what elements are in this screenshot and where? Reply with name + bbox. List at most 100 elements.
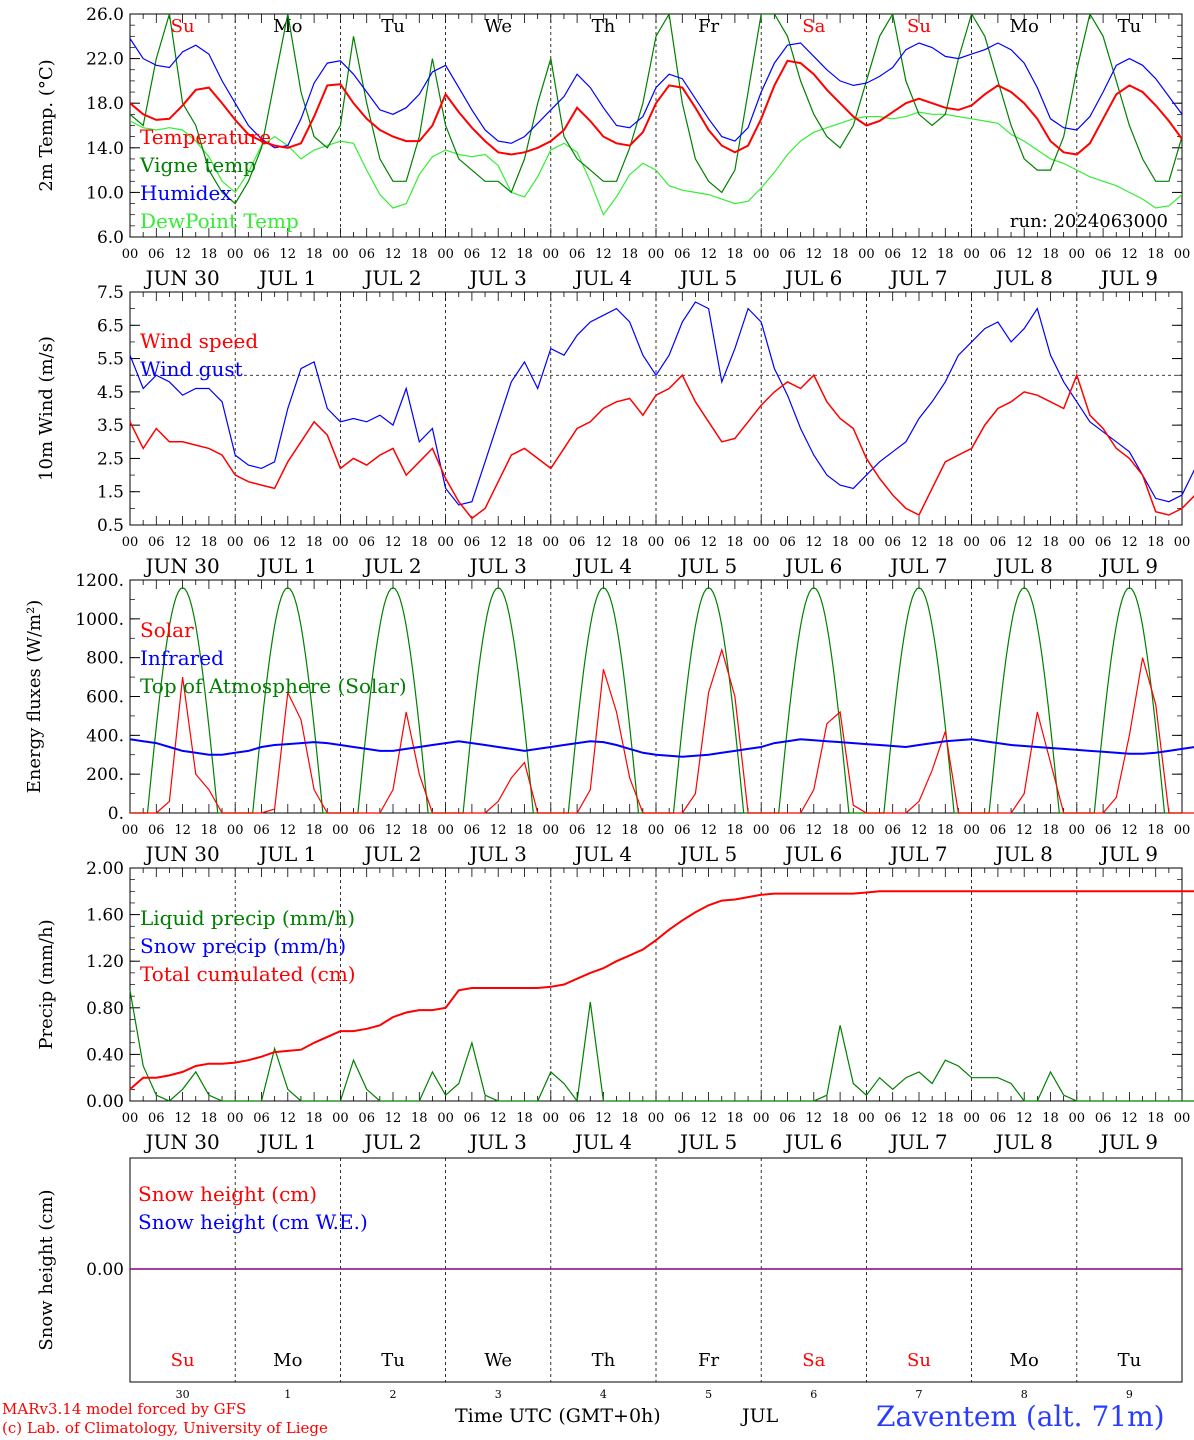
weekday-label: Th <box>592 1350 616 1371</box>
hour-label: 18 <box>201 1111 218 1126</box>
hour-label: 18 <box>306 247 323 262</box>
hour-label: 12 <box>911 823 928 838</box>
weekday-label: Tu <box>1118 1350 1142 1371</box>
day-number-label: 3 <box>495 1388 502 1401</box>
y-tick-label: 400. <box>86 726 124 746</box>
hour-label: 18 <box>201 247 218 262</box>
hour-label: 00 <box>753 535 770 550</box>
weekday-label: We <box>484 16 512 37</box>
day-label: JUL 1 <box>257 266 316 290</box>
hour-label: 00 <box>543 1111 560 1126</box>
hour-label: 00 <box>648 1111 665 1126</box>
hour-label: 18 <box>306 1111 323 1126</box>
weekday-label: Mo <box>1010 16 1039 37</box>
day-label: JUL 3 <box>468 842 527 866</box>
hour-label: 00 <box>122 823 139 838</box>
legend-entry: Temperature <box>140 125 271 149</box>
hour-label: 18 <box>832 823 849 838</box>
y-tick-label: 2.00 <box>86 859 124 879</box>
legend-entry: Vigne temp <box>139 153 256 177</box>
hour-label: 06 <box>779 247 796 262</box>
legend-entry: Infrared <box>140 646 224 670</box>
weekday-label: Sa <box>802 1350 825 1371</box>
hour-label: 18 <box>1147 823 1164 838</box>
hour-label: 06 <box>253 247 270 262</box>
hour-label: 12 <box>385 823 402 838</box>
hour-label: 12 <box>1121 247 1138 262</box>
hour-label: 12 <box>911 535 928 550</box>
day-label: JUN 30 <box>144 554 220 578</box>
hour-label: 18 <box>411 823 428 838</box>
legend-entry: Solar <box>140 618 194 642</box>
hour-label: 00 <box>1174 823 1191 838</box>
hour-label: 12 <box>280 1111 297 1126</box>
day-label: JUL 1 <box>257 842 316 866</box>
day-label: JUL 7 <box>888 842 947 866</box>
y-tick-label: 1000. <box>75 610 124 630</box>
hour-label: 18 <box>832 1111 849 1126</box>
hour-label: 18 <box>1042 247 1059 262</box>
series-line-total-cumulated <box>129 890 1194 1091</box>
hour-label: 06 <box>674 823 691 838</box>
hour-label: 00 <box>648 823 665 838</box>
series-line-humidex <box>130 38 1182 149</box>
hour-label: 06 <box>1095 247 1112 262</box>
day-label: JUL 1 <box>257 1130 316 1154</box>
day-label: JUL 9 <box>1099 842 1158 866</box>
hour-label: 06 <box>779 1111 796 1126</box>
hour-label: 18 <box>727 1111 744 1126</box>
hour-label: 00 <box>648 535 665 550</box>
y-tick-label: 6.0 <box>97 228 124 248</box>
hour-label: 18 <box>621 247 638 262</box>
hour-label: 12 <box>385 247 402 262</box>
hour-label: 06 <box>464 823 481 838</box>
y-tick-label: 1.20 <box>86 952 124 972</box>
hour-label: 06 <box>148 823 165 838</box>
y-tick-label: 18.0 <box>86 94 124 114</box>
hour-label: 06 <box>148 535 165 550</box>
legend-entry: Wind speed <box>140 329 258 353</box>
hour-label: 06 <box>148 1111 165 1126</box>
hour-label: 12 <box>806 535 823 550</box>
weekday-label: Fr <box>698 16 719 37</box>
day-label: JUL 2 <box>362 266 421 290</box>
day-number-label: 2 <box>390 1388 397 1401</box>
hour-label: 12 <box>280 247 297 262</box>
hour-label: 06 <box>464 535 481 550</box>
run-label: run: 2024063000 <box>1010 211 1168 232</box>
hour-label: 12 <box>174 535 191 550</box>
panel-frame <box>129 13 1183 238</box>
hour-label: 12 <box>1016 535 1033 550</box>
weekday-label: Mo <box>1010 1350 1039 1371</box>
legend-entry: Wind gust <box>140 357 243 381</box>
hour-label: 18 <box>1042 823 1059 838</box>
legend-entry: Snow height (cm) <box>138 1182 317 1206</box>
legend-entry: Total cumulated (cm) <box>140 962 356 986</box>
hour-label: 18 <box>1042 535 1059 550</box>
hour-label: 18 <box>1042 1111 1059 1126</box>
hour-label: 12 <box>385 1111 402 1126</box>
hour-label: 18 <box>621 823 638 838</box>
day-label: JUL 3 <box>468 554 527 578</box>
day-label: JUL 7 <box>888 554 947 578</box>
y-tick-label: 600. <box>86 688 124 708</box>
hour-label: 00 <box>437 1111 454 1126</box>
hour-label: 00 <box>122 1111 139 1126</box>
hour-label: 06 <box>253 823 270 838</box>
credit-line-2: (c) Lab. of Climatology, University of L… <box>2 1419 328 1437</box>
hour-label: 00 <box>122 535 139 550</box>
hour-label: 00 <box>332 535 349 550</box>
hour-label: 00 <box>1069 823 1086 838</box>
day-label: JUL 3 <box>468 266 527 290</box>
day-label: JUL 6 <box>783 1130 842 1154</box>
hour-label: 12 <box>911 247 928 262</box>
y-axis-label: 10m Wind (m/s) <box>36 336 57 481</box>
day-label: JUL 2 <box>362 842 421 866</box>
hour-label: 18 <box>727 535 744 550</box>
y-tick-label: 0.5 <box>97 516 124 536</box>
hour-label: 06 <box>884 1111 901 1126</box>
hour-label: 06 <box>464 247 481 262</box>
station-title: Zaventem (alt. 71m) <box>876 1400 1165 1433</box>
y-tick-label: 0.00 <box>86 1260 124 1280</box>
panel-snow: 0.00 Snow height (cm) Snow height (cm W.E.… <box>36 1157 1183 1401</box>
